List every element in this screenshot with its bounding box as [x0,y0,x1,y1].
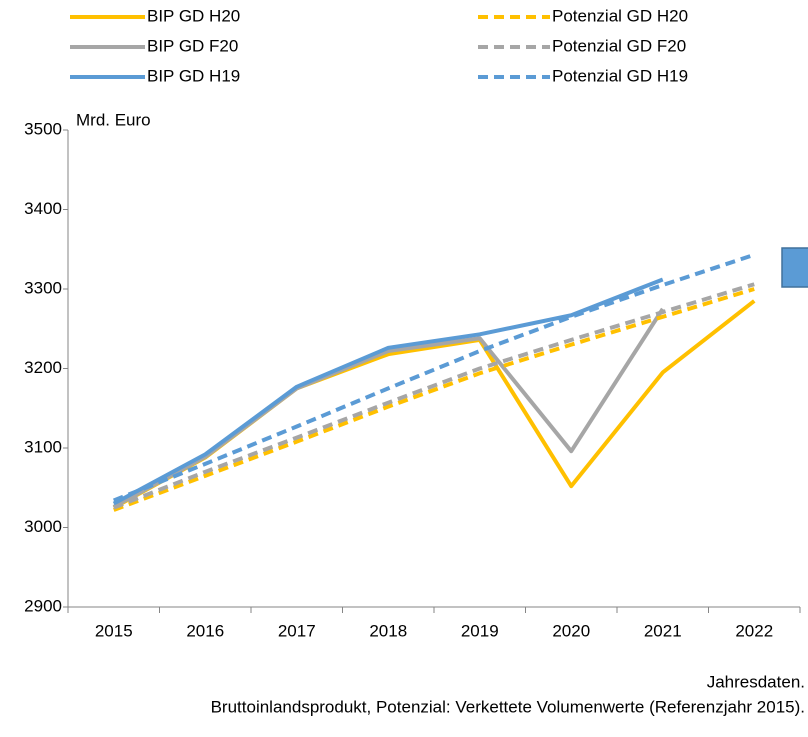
y-tick-label: 2900 [24,596,62,615]
legend-label: BIP GD F20 [147,36,238,55]
legend-box-fragment [781,247,808,288]
series-line [113,287,755,512]
x-tick-label: 2018 [369,621,407,640]
y-tick-label: 3400 [24,199,62,218]
x-tick-label: 2019 [461,621,499,640]
x-tick-label: 2017 [278,621,316,640]
legend-label: BIP GD H19 [147,66,240,85]
series-line [112,299,756,510]
x-tick-label: 2015 [95,621,133,640]
x-tick-label: 2021 [644,621,682,640]
y-axis-label: Mrd. Euro [76,110,151,129]
y-tick-label: 3200 [24,358,62,377]
series-line [112,307,665,509]
legend-label: Potenzial GD F20 [552,36,686,55]
x-tick-label: 2020 [552,621,590,640]
y-tick-label: 3000 [24,517,62,536]
y-tick-label: 3300 [24,278,62,297]
y-tick-label: 3500 [24,119,62,138]
x-tick-label: 2016 [186,621,224,640]
legend-label: Potenzial GD H19 [552,66,688,85]
legend-label: BIP GD H20 [147,6,240,25]
note: Jahresdaten. [707,672,805,691]
x-tick-label: 2022 [735,621,773,640]
note: Bruttoinlandsprodukt, Potenzial: Verkett… [211,697,805,716]
series-line [112,277,664,506]
legend-label: Potenzial GD H20 [552,6,688,25]
series-line [113,282,755,510]
y-tick-label: 3100 [24,437,62,456]
series-line [113,252,755,503]
